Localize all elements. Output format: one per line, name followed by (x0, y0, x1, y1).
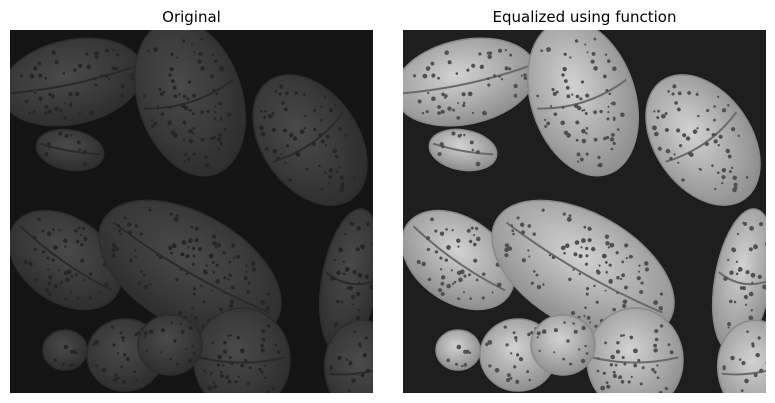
original-image-canvas (10, 30, 373, 393)
equalized-image (403, 30, 766, 393)
pollen-grain (428, 128, 498, 172)
pollen-grain (35, 128, 105, 172)
pollen-grain (586, 307, 684, 393)
pollen-grain (716, 319, 766, 393)
pollen-grain (403, 209, 515, 311)
pollen-grain (193, 307, 291, 393)
pollen-grain (645, 74, 761, 206)
pollen-cluster (137, 314, 203, 376)
pollen-grain (10, 209, 122, 311)
pollen-grain (323, 319, 373, 393)
pollen-grain (711, 208, 766, 352)
equalized-image-canvas (403, 30, 766, 393)
pollen-cluster (42, 329, 88, 371)
pollen-grain (526, 30, 640, 177)
pollen-grain (10, 37, 144, 127)
pollen-cluster (530, 314, 596, 376)
pollen-cluster (435, 329, 481, 371)
pollen-grain (491, 199, 675, 341)
original-image (10, 30, 373, 393)
panel-title-equalized: Equalized using function (492, 8, 677, 26)
panel-title-original: Original (162, 8, 221, 26)
pollen-grain (318, 208, 373, 352)
pollen-grain (98, 199, 282, 341)
pollen-grain (252, 74, 368, 206)
